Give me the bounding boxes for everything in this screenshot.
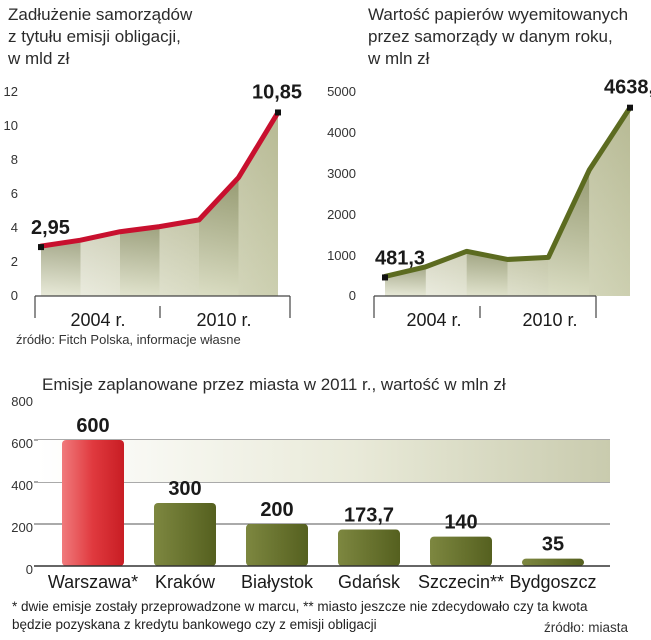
bar bbox=[62, 440, 124, 566]
chart2-end-marker bbox=[627, 104, 633, 111]
chart2-title-line: w mln zł bbox=[368, 49, 430, 68]
chart1-svg: 2,95 10,85 2004 r. 2010 r. bbox=[31, 81, 302, 330]
chart2-x-label: 2010 r. bbox=[522, 310, 577, 330]
chart3-ytick: 200 bbox=[11, 520, 33, 535]
chart1-title-line: Zadłużenie samorządów bbox=[8, 5, 193, 24]
chart3-highlight-band bbox=[38, 440, 610, 482]
chart1-title: Zadłużenie samorządów z tytułu emisji ob… bbox=[8, 4, 192, 70]
category-label: Kraków bbox=[155, 572, 216, 592]
chart2-area-stripe bbox=[507, 257, 549, 296]
chart1-area-stripe bbox=[199, 177, 239, 296]
chart2-area-stripe bbox=[548, 170, 590, 296]
category-label: Gdańsk bbox=[338, 572, 401, 592]
chart1-x-label: 2004 r. bbox=[70, 310, 125, 330]
chart1-ytick: 6 bbox=[10, 186, 18, 201]
source-bottom: źródło: miasta bbox=[544, 620, 629, 635]
chart1-first-label: 2,95 bbox=[31, 217, 70, 239]
chart3-bars: 600 Warszawa* 300 Kraków 200 Białystok 173,7 Gd… bbox=[48, 415, 597, 592]
bar-value-label: 140 bbox=[444, 512, 477, 534]
chart1-area bbox=[41, 112, 278, 297]
chart3-title: Emisje zaplanowane przez miasta w 2011 r… bbox=[42, 375, 506, 394]
chart1-ytick: 0 bbox=[10, 288, 18, 303]
chart1-title-line: z tytułu emisji obligacji, bbox=[8, 27, 181, 46]
chart3-ytick: 800 bbox=[11, 394, 33, 409]
chart2-area-stripe bbox=[466, 251, 508, 296]
chart2-ytick: 5000 bbox=[327, 84, 356, 99]
chart2-ytick: 1000 bbox=[327, 248, 356, 263]
chart1-ytick: 10 bbox=[3, 118, 18, 133]
chart2-ytick: 2000 bbox=[327, 207, 356, 222]
bar-value-label: 300 bbox=[168, 478, 201, 500]
bar-value-label: 600 bbox=[76, 415, 109, 437]
chart2-first-label: 481,3 bbox=[375, 247, 425, 269]
chart3-ytick: 0 bbox=[25, 562, 33, 577]
footnote-line: * dwie emisje zostały przeprowadzone w m… bbox=[12, 599, 588, 614]
chart2-ytick: 0 bbox=[348, 288, 356, 303]
category-label: Bydgoszcz bbox=[509, 572, 596, 592]
chart1-ytick: 2 bbox=[10, 254, 18, 269]
chart1-ytick: 8 bbox=[10, 152, 18, 167]
chart2-last-label: 4638,5 bbox=[604, 77, 651, 99]
bar bbox=[338, 529, 400, 566]
chart1-ytick: 4 bbox=[10, 220, 18, 235]
chart3-ytick: 600 bbox=[11, 436, 33, 451]
chart1-ytick: 12 bbox=[3, 84, 18, 99]
chart3-svg: 600 Warszawa* 300 Kraków 200 Białystok 173,7 Gd… bbox=[34, 415, 610, 592]
chart2-x-label: 2004 r. bbox=[406, 310, 461, 330]
chart1-series-line bbox=[38, 109, 281, 249]
bar bbox=[522, 558, 584, 566]
chart1-area-stripe bbox=[120, 226, 160, 296]
category-label: Szczecin** bbox=[418, 572, 504, 592]
chart2-ytick: 4000 bbox=[327, 125, 356, 140]
chart1-x-label: 2010 r. bbox=[196, 310, 251, 330]
category-label: Warszawa* bbox=[48, 572, 138, 592]
chart2-title-line: przez samorządy w danym roku, bbox=[368, 27, 613, 46]
bar-value-label: 200 bbox=[260, 499, 293, 521]
source-top: źródło: Fitch Polska, informacje własne bbox=[16, 332, 241, 347]
footnote: * dwie emisje zostały przeprowadzone w m… bbox=[12, 598, 588, 634]
footnote-line: będzie pozyskana z kredytu bankowego czy… bbox=[12, 617, 377, 632]
chart1-start-marker bbox=[38, 244, 44, 251]
bar-value-label: 35 bbox=[542, 534, 564, 556]
chart1-last-label: 10,85 bbox=[252, 81, 302, 103]
chart2-title: Wartość papierów wyemitowanych przez sam… bbox=[368, 4, 628, 70]
bar-value-label: 173,7 bbox=[344, 505, 394, 527]
bar bbox=[246, 524, 308, 566]
chart2-start-marker bbox=[382, 274, 388, 281]
chart1-title-line: w mld zł bbox=[8, 49, 70, 68]
chart1-area-stripe bbox=[80, 231, 120, 296]
bar bbox=[154, 503, 216, 566]
chart1-area-stripe bbox=[238, 112, 278, 297]
category-label: Białystok bbox=[241, 572, 314, 592]
chart2-title-line: Wartość papierów wyemitowanych bbox=[368, 5, 629, 24]
chart2-ytick: 3000 bbox=[327, 166, 356, 181]
chart1-area-stripe bbox=[159, 219, 199, 296]
bar bbox=[430, 536, 492, 566]
chart2-area-stripe bbox=[425, 251, 467, 296]
chart1-area-stripe bbox=[41, 240, 81, 296]
chart2-svg: 481,3 4638,5 2004 r. 2010 r. bbox=[373, 77, 651, 330]
chart3-ytick: 400 bbox=[11, 478, 33, 493]
chart2-series-line bbox=[382, 105, 633, 279]
chart1-end-marker bbox=[275, 109, 281, 116]
